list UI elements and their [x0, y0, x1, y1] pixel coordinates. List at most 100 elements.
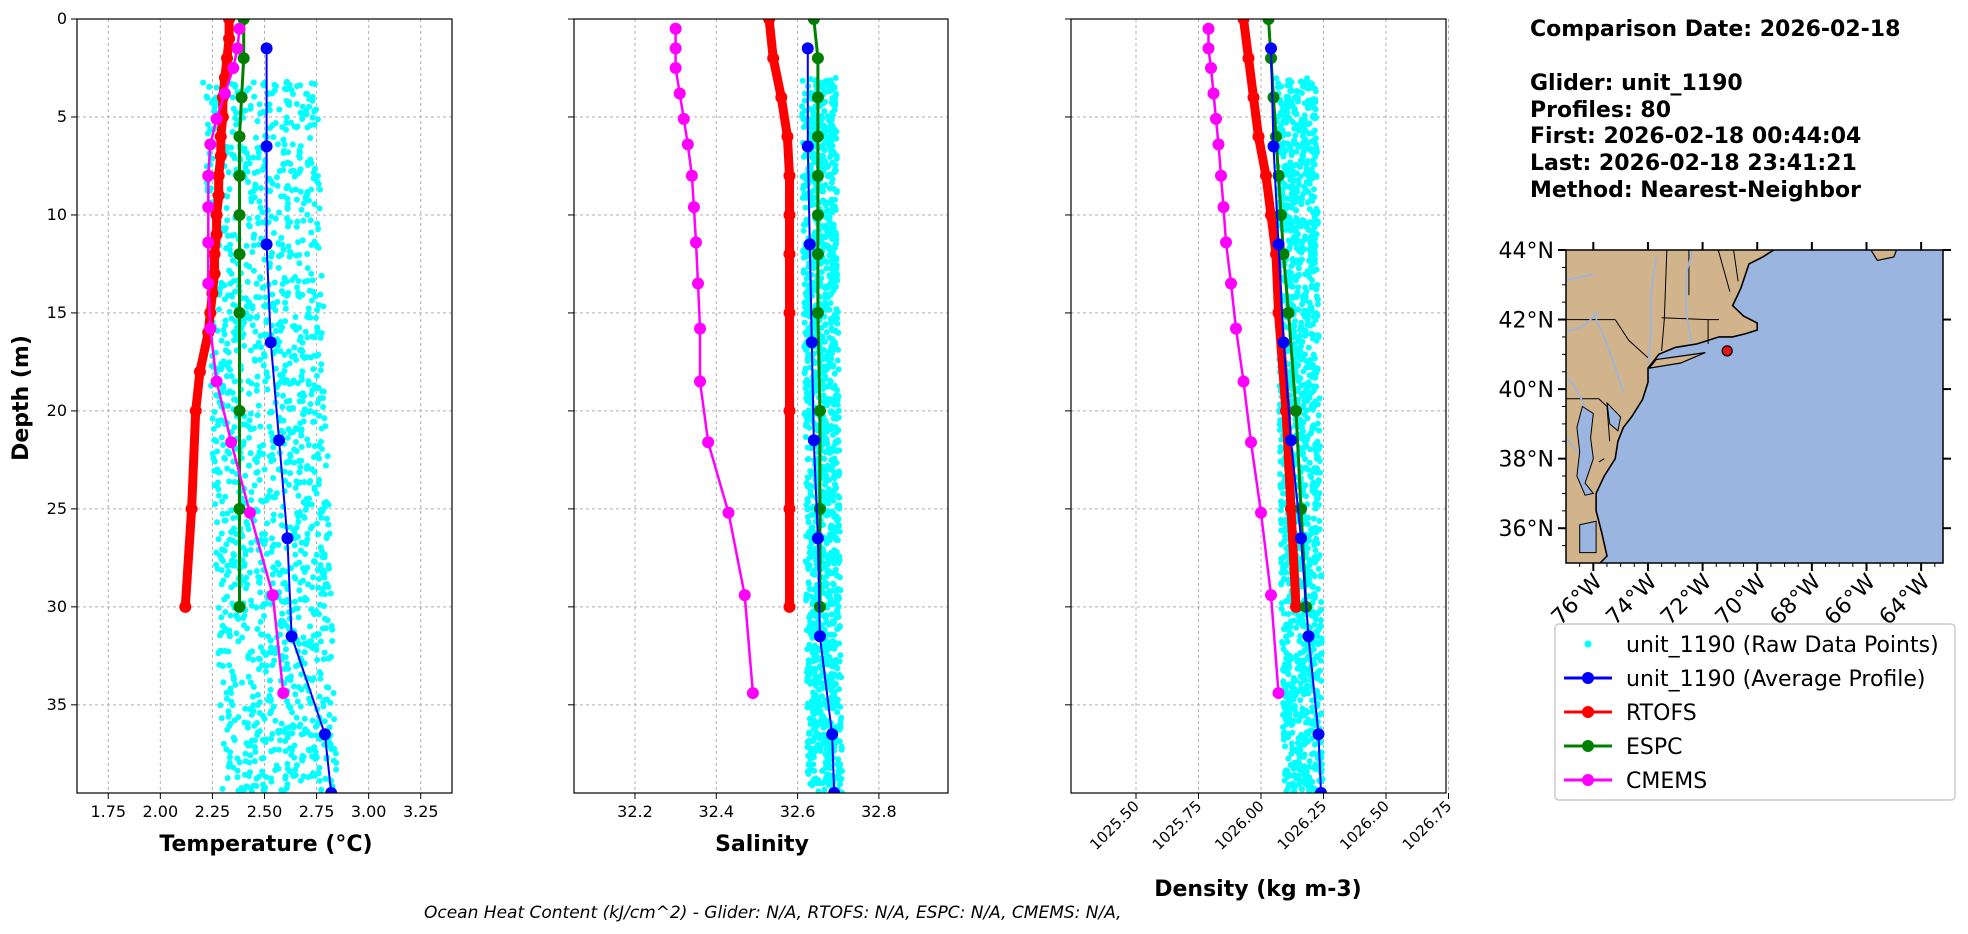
cmems-line — [207, 28, 285, 694]
raw-data-point — [239, 321, 246, 328]
raw-data-point — [247, 546, 254, 553]
raw-data-point — [297, 777, 304, 784]
rtofs-marker — [775, 91, 788, 104]
raw-data-point — [275, 253, 282, 260]
raw-data-point — [314, 656, 321, 663]
raw-data-point — [226, 536, 233, 543]
raw-data-point — [308, 270, 315, 277]
raw-data-point — [313, 352, 320, 359]
raw-data-point — [1301, 233, 1308, 240]
raw-data-point — [282, 748, 289, 755]
raw-data-point — [834, 585, 841, 592]
raw-data-point — [288, 747, 295, 754]
raw-data-point — [835, 686, 842, 693]
raw-data-point — [220, 441, 227, 448]
raw-data-point — [837, 720, 844, 727]
raw-data-point — [306, 747, 313, 754]
raw-data-point — [834, 357, 841, 364]
raw-data-point — [1314, 401, 1321, 408]
raw-data-point — [320, 404, 327, 411]
raw-data-point — [304, 211, 311, 218]
raw-data-point — [247, 347, 254, 354]
raw-data-point — [1297, 430, 1304, 437]
depth-axis-label: Depth (m) — [9, 335, 34, 461]
raw-data-point — [1292, 318, 1299, 325]
raw-data-point — [236, 759, 243, 766]
raw-data-point — [1285, 597, 1292, 604]
raw-data-point — [805, 580, 812, 587]
raw-data-point — [830, 524, 837, 531]
raw-data-point — [314, 453, 321, 460]
raw-data-point — [253, 604, 260, 611]
raw-data-point — [1310, 641, 1317, 648]
raw-data-point — [834, 401, 841, 408]
raw-data-point — [1302, 332, 1309, 339]
raw-data-point — [224, 292, 231, 299]
raw-data-point — [319, 553, 326, 560]
raw-data-point — [805, 661, 812, 668]
raw-data-point — [836, 494, 843, 501]
raw-data-point — [267, 695, 274, 702]
info-block: Comparison Date: 2026-02-18 Glider: unit… — [1530, 17, 1900, 203]
raw-data-point — [279, 567, 286, 574]
raw-data-point — [810, 265, 817, 272]
raw-data-point — [280, 392, 287, 399]
raw-data-point — [807, 762, 814, 769]
raw-data-point — [317, 438, 324, 445]
raw-data-point — [799, 173, 806, 180]
raw-data-point — [310, 419, 317, 426]
raw-data-point — [1309, 708, 1316, 715]
raw-data-point — [224, 217, 231, 224]
raw-data-point — [301, 278, 308, 285]
cmems-marker — [1207, 87, 1220, 100]
raw-data-point — [249, 322, 256, 329]
raw-data-point — [266, 453, 273, 460]
raw-data-point — [822, 759, 829, 766]
raw-data-point — [1277, 516, 1284, 523]
raw-data-point — [283, 86, 290, 93]
raw-data-point — [836, 769, 843, 776]
raw-data-point — [317, 395, 324, 402]
raw-data-point — [292, 425, 299, 432]
raw-data-point — [1306, 758, 1313, 765]
raw-data-point — [803, 395, 810, 402]
raw-data-point — [823, 302, 830, 309]
raw-data-point — [302, 726, 309, 733]
raw-data-point — [820, 83, 827, 90]
raw-data-point — [1299, 623, 1306, 630]
raw-data-point — [799, 103, 806, 110]
cmems-marker — [202, 169, 215, 182]
raw-data-point — [1315, 412, 1322, 419]
raw-data-point — [1288, 87, 1295, 94]
raw-data-point — [1300, 311, 1307, 318]
espc-marker — [1282, 306, 1295, 319]
raw-data-point — [221, 455, 228, 462]
avg-marker — [1315, 787, 1327, 793]
raw-data-point — [220, 740, 227, 747]
raw-data-point — [235, 714, 242, 721]
cmems-marker — [227, 61, 240, 74]
raw-data-point — [250, 656, 257, 663]
raw-data-point — [1318, 635, 1325, 642]
raw-data-point — [218, 279, 225, 286]
espc-marker — [233, 306, 246, 319]
raw-data-point — [1318, 710, 1325, 717]
raw-data-point — [280, 580, 287, 587]
raw-data-point — [210, 425, 217, 432]
espc-marker — [1290, 404, 1302, 417]
raw-data-point — [834, 537, 841, 544]
raw-data-point — [257, 185, 264, 192]
y-tick-label: 30 — [47, 597, 67, 616]
raw-data-point — [275, 541, 282, 548]
raw-data-point — [802, 204, 809, 211]
raw-data-point — [254, 702, 261, 709]
raw-data-point — [805, 455, 812, 462]
raw-data-point — [1289, 118, 1296, 125]
y-tick-label: 5 — [57, 107, 67, 126]
raw-data-point — [1278, 436, 1285, 443]
cmems-marker — [1215, 169, 1227, 182]
raw-data-point — [317, 670, 324, 677]
raw-data-point — [835, 522, 842, 529]
raw-data-point — [830, 497, 837, 504]
